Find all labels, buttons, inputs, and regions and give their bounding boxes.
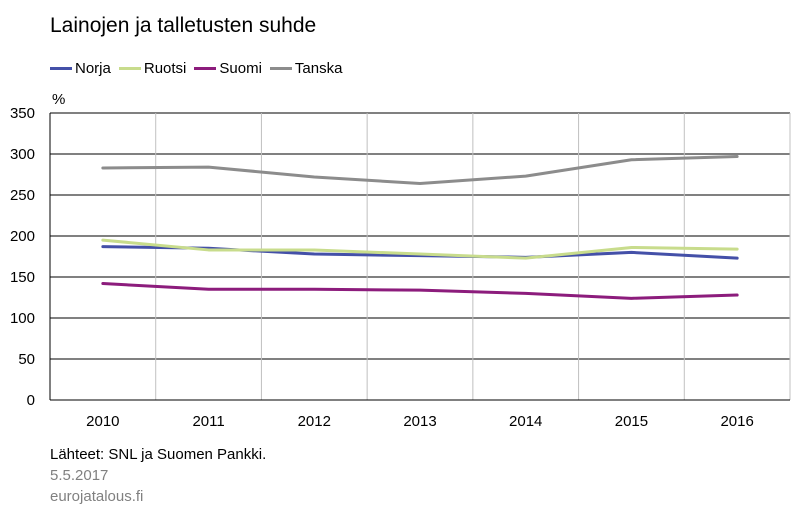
chart-title: Lainojen ja talletusten suhde	[50, 14, 317, 37]
series-line-suomi	[101, 282, 739, 300]
legend-label-tanska: Tanska	[294, 60, 343, 77]
y-tick-label: 350	[10, 105, 35, 122]
legend-label-norja: Norja	[75, 60, 111, 77]
legend-item-suomi: Suomi	[194, 60, 262, 77]
x-tick-label: 2016	[720, 413, 753, 430]
series-line-norja	[101, 245, 739, 260]
x-tick-label: 2012	[298, 413, 331, 430]
y-axis-unit: %	[52, 91, 66, 108]
legend-swatch-ruotsi	[118, 67, 141, 70]
y-tick-label: 50	[18, 351, 35, 368]
legend-label-suomi: Suomi	[219, 60, 262, 77]
series-line-tanska	[101, 154, 739, 186]
publish-date: 5.5.2017	[50, 467, 109, 484]
source-note: Lähteet: SNL ja Suomen Pankki.	[50, 446, 267, 463]
legend-swatch-norja	[50, 67, 72, 70]
legend-item-norja: Norja	[50, 60, 111, 77]
y-tick-label: 300	[10, 146, 35, 163]
x-tick-label: 2013	[403, 413, 436, 430]
x-tick-label: 2010	[86, 413, 119, 430]
site-name: eurojatalous.fi	[50, 488, 144, 505]
x-tick-label: 2015	[615, 413, 648, 430]
y-tick-label: 100	[10, 310, 35, 327]
legend-item-tanska: Tanska	[269, 60, 343, 77]
y-tick-label: 0	[27, 392, 35, 409]
y-tick-label: 200	[10, 228, 35, 245]
y-tick-label: 150	[10, 269, 35, 286]
x-tick-label: 2011	[192, 413, 224, 430]
legend-swatch-tanska	[269, 67, 292, 70]
y-tick-label: 250	[10, 187, 35, 204]
legend-label-ruotsi: Ruotsi	[143, 60, 187, 77]
series-line-ruotsi	[101, 238, 739, 260]
x-tick-label: 2014	[509, 413, 542, 430]
legend-item-ruotsi: Ruotsi	[118, 60, 187, 77]
legend-swatch-suomi	[194, 67, 217, 70]
chart-legend: Norja Ruotsi Suomi Tanska	[50, 60, 350, 77]
